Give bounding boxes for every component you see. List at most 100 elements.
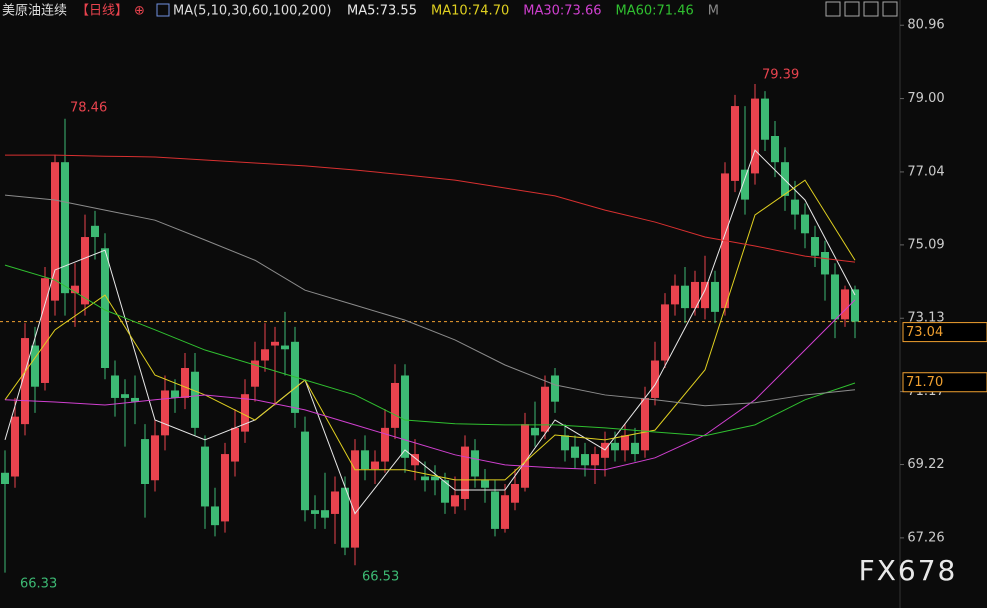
tool-button[interactable] [882,1,898,17]
candle-body [31,345,39,387]
annotation: 79.39 [762,68,799,83]
ma-line [5,154,856,263]
candle-body [851,289,859,322]
candle-body [631,442,639,455]
candle-body [91,225,99,238]
candle-body [591,454,599,466]
y-tick-label: 75.09 [907,237,944,252]
candle-body [391,382,399,428]
period: 【日线】 [76,4,128,19]
icon: ⊕ [134,4,145,19]
candle-body [741,169,749,200]
candle-body [241,394,249,432]
candle-body [151,435,159,481]
ma-line [4,194,856,407]
ma-line [4,299,856,471]
symbol: 美原油连续 [2,3,67,19]
candle-body [71,285,79,294]
candle-body [831,274,839,320]
candle-body [341,487,349,548]
candle-body [61,162,69,294]
candle-body [311,510,319,514]
candle-body [821,252,829,275]
candle-body [621,435,629,451]
candle-body [491,491,499,529]
marker-label-box [902,372,987,393]
candle-body [841,289,849,320]
candle-body [681,285,689,309]
annotation: 66.53 [362,570,399,585]
candle-body [401,375,409,458]
candle-body [811,237,819,256]
ma-values: MA5:73.55 MA10:74.70 MA30:73.66 MA60:71.46 M [347,4,719,19]
tool-button[interactable] [825,1,841,17]
toolbar [825,1,898,17]
candle-body [441,480,449,503]
candle-body [531,427,539,436]
candle-body [381,427,389,462]
ma-value: MA60:71.46 [615,4,693,19]
candle-body [701,281,709,309]
candle-body [21,338,29,425]
y-tick-label: 69.22 [907,457,944,472]
candle-body [551,375,559,402]
y-tick-label: 79.00 [907,91,944,106]
watermark: FX678 [859,554,958,587]
candle-body [561,435,569,451]
candle-body [711,281,719,312]
candle-body [11,416,19,477]
candle-body [101,248,109,368]
candle-body [671,285,679,305]
candle-body [411,454,419,466]
candle-body [121,394,129,398]
candle-body [461,446,469,499]
candle-body [331,491,339,514]
candle-body [301,431,309,511]
marker-label: 71.70 [906,375,943,390]
candle-body [651,360,659,398]
annotation: 66.33 [20,577,57,592]
ma-value: M [708,4,719,19]
candle-body [81,237,89,305]
candle-body [581,454,589,466]
candle-body [321,510,329,518]
ma-value: MA5:73.55 [347,4,417,19]
ma-value: MA10:74.70 [431,4,509,19]
candle-body [51,162,59,301]
y-tick-label: 80.96 [907,18,944,33]
ma-line [4,149,856,515]
ma-line [4,179,856,481]
candle-body [251,360,259,387]
tool-button[interactable] [863,1,879,17]
candle-body [611,442,619,451]
last-price-label-box [902,322,987,343]
candle-body [471,450,479,477]
candle-body [571,446,579,458]
candle-body [521,424,529,488]
candle-body [791,199,799,215]
candle-body [691,281,699,309]
candle-body [731,106,739,181]
annotation: 78.46 [70,101,107,116]
candle-body [361,450,369,470]
tool-button[interactable] [844,1,860,17]
candle-body [501,495,509,529]
candle-body [141,439,149,484]
y-tick-label: 73.13 [907,311,944,326]
candle-body [351,450,359,548]
candle-body [421,476,429,481]
candle-body [41,278,49,383]
candle-body [641,397,649,451]
ma-icon[interactable] [156,3,170,17]
last-price-label: 73.04 [906,325,943,340]
candle-body [751,98,759,174]
candle-body [771,136,779,163]
candle-body [431,476,439,481]
candle-body [111,375,119,398]
candle-body [131,397,139,402]
candle-body [761,98,769,140]
ma-value: MA30:73.66 [523,4,601,19]
candle-body [781,162,789,196]
candle-body [511,484,519,503]
